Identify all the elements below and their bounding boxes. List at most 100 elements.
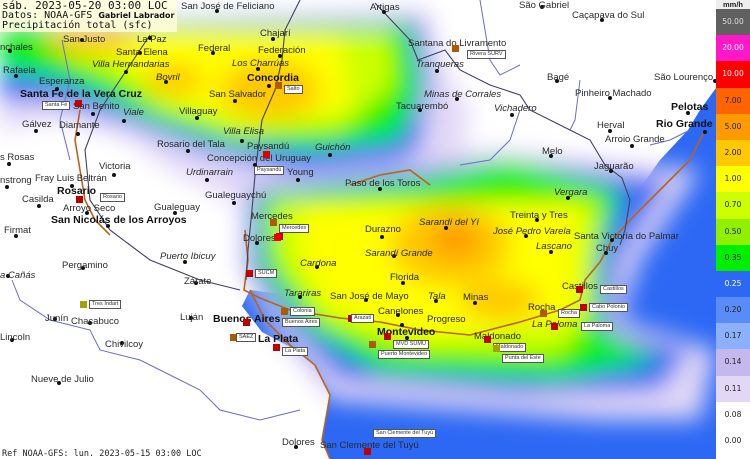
city-dot-icon [294, 445, 298, 449]
station-marker-icon[interactable] [273, 344, 280, 351]
legend-entry: 0.25 [716, 270, 750, 298]
city-label: Pergamino [62, 260, 108, 271]
legend-entry: 7.00 [716, 87, 750, 114]
city-dot-icon [189, 316, 193, 320]
station-label: Tres Indart [89, 300, 122, 309]
city-label: Viale [123, 107, 144, 118]
city-label: São Gabriel [519, 0, 570, 11]
city-label: Mercedes [251, 211, 293, 222]
city-label: Paso de los Toros [345, 178, 421, 189]
city-label: Firmat [4, 225, 31, 236]
station-label: Puerto Montevideo [378, 350, 431, 359]
city-label: Puerto Ibicuy [160, 251, 216, 262]
station-marker-icon[interactable] [263, 151, 270, 158]
city-label: Lascano [536, 241, 572, 252]
station-marker-icon[interactable] [243, 319, 250, 326]
city-dot-icon [566, 196, 570, 200]
city-dot-icon [122, 119, 126, 123]
city-label: Rosario [57, 185, 97, 197]
station-label: Punta del Este [502, 354, 544, 363]
city-dot-icon [106, 224, 110, 228]
city-dot-icon [34, 129, 38, 133]
city-dot-icon [5, 185, 9, 189]
city-dot-icon [686, 111, 690, 115]
city-dot-icon [382, 10, 386, 14]
city-label: Canelones [378, 306, 424, 317]
station-marker-icon[interactable] [246, 270, 253, 277]
city-dot-icon [405, 336, 409, 340]
city-label: Villaguay [179, 106, 218, 117]
station-marker-icon[interactable] [580, 304, 587, 311]
city-dot-icon [315, 265, 319, 269]
station-marker-icon[interactable] [493, 345, 500, 352]
city-label: La Paz [137, 34, 167, 45]
city-dot-icon [604, 251, 608, 255]
city-dot-icon [205, 178, 209, 182]
city-dot-icon [88, 321, 92, 325]
station-marker-icon[interactable] [270, 219, 277, 226]
city-dot-icon [256, 67, 260, 71]
city-label: nstrong [0, 175, 32, 186]
city-label: Vergara [554, 187, 588, 198]
station-marker-icon[interactable] [364, 448, 371, 455]
station-marker-icon[interactable] [80, 301, 87, 308]
city-label: Zárate [184, 276, 212, 287]
city-label: Tarariras [284, 288, 322, 299]
city-label: Santana do Livramento [408, 38, 507, 49]
station-marker-icon[interactable] [369, 341, 376, 348]
station-marker-icon[interactable] [75, 100, 82, 107]
station-marker-icon[interactable] [76, 196, 83, 203]
legend-entry: 5.00 [716, 113, 750, 140]
city-label: Guichón [315, 142, 351, 153]
city-dot-icon [396, 313, 400, 317]
station-marker-icon[interactable] [551, 323, 558, 330]
data-source: Datos: NOAA-GFS [2, 10, 93, 21]
city-label: Gualeguaychú [205, 190, 267, 201]
city-dot-icon [37, 204, 41, 208]
city-dot-icon [80, 38, 84, 42]
station-marker-icon[interactable] [384, 333, 391, 340]
city-label: Montevideo [377, 326, 436, 338]
city-label: Bovril [156, 72, 180, 83]
city-label: San Benito [73, 101, 120, 112]
city-label: Victoria [99, 161, 131, 172]
city-dot-icon [164, 80, 168, 84]
city-label: Paysandú [247, 141, 290, 152]
city-label: Herval [597, 120, 625, 131]
city-label: Nueve de Julio [31, 374, 94, 385]
city-dot-icon [14, 234, 18, 238]
city-label: Rocha [528, 302, 556, 313]
city-label: Urdinarrain [186, 167, 233, 178]
station-marker-icon[interactable] [230, 334, 237, 341]
station-marker-icon[interactable] [275, 82, 282, 89]
legend-entry: 20.00 [716, 35, 750, 62]
city-dot-icon [183, 260, 187, 264]
city-dot-icon [195, 116, 199, 120]
city-dot-icon [53, 317, 57, 321]
city-dot-icon [112, 173, 116, 177]
city-dot-icon [6, 274, 10, 278]
city-label: Rio Grande [656, 118, 713, 130]
city-dot-icon [271, 37, 275, 41]
station-marker-icon[interactable] [274, 234, 281, 241]
city-label: a Cañás [0, 270, 36, 281]
city-dot-icon [255, 241, 259, 245]
station-label: La Paloma [581, 322, 614, 331]
city-label: Junín [45, 313, 69, 324]
forecast-datetime: sáb. 2023-05-20 03:00 LOC [2, 0, 168, 12]
color-legend: mm/h 50.00 20.00 10.00 7.00 5.00 2.00 1.00 0.70… [716, 0, 750, 459]
city-label: Diamante [59, 120, 100, 131]
city-label: Villa Hernandarias [92, 59, 170, 70]
station-marker-icon[interactable] [576, 286, 583, 293]
station-marker-icon[interactable] [484, 336, 491, 343]
city-dot-icon [76, 132, 80, 136]
borders [84, 0, 631, 291]
station-marker-icon[interactable] [281, 308, 288, 315]
station-marker-icon[interactable] [452, 45, 459, 52]
city-dot-icon [549, 250, 553, 254]
city-label: Sarandí Grande [365, 248, 433, 259]
station-label: La Plata [282, 347, 309, 356]
station-label: San Clemente del Tuyú [373, 429, 437, 438]
station-label: MVD SUMU [393, 340, 429, 349]
station-marker-icon[interactable] [540, 310, 547, 317]
